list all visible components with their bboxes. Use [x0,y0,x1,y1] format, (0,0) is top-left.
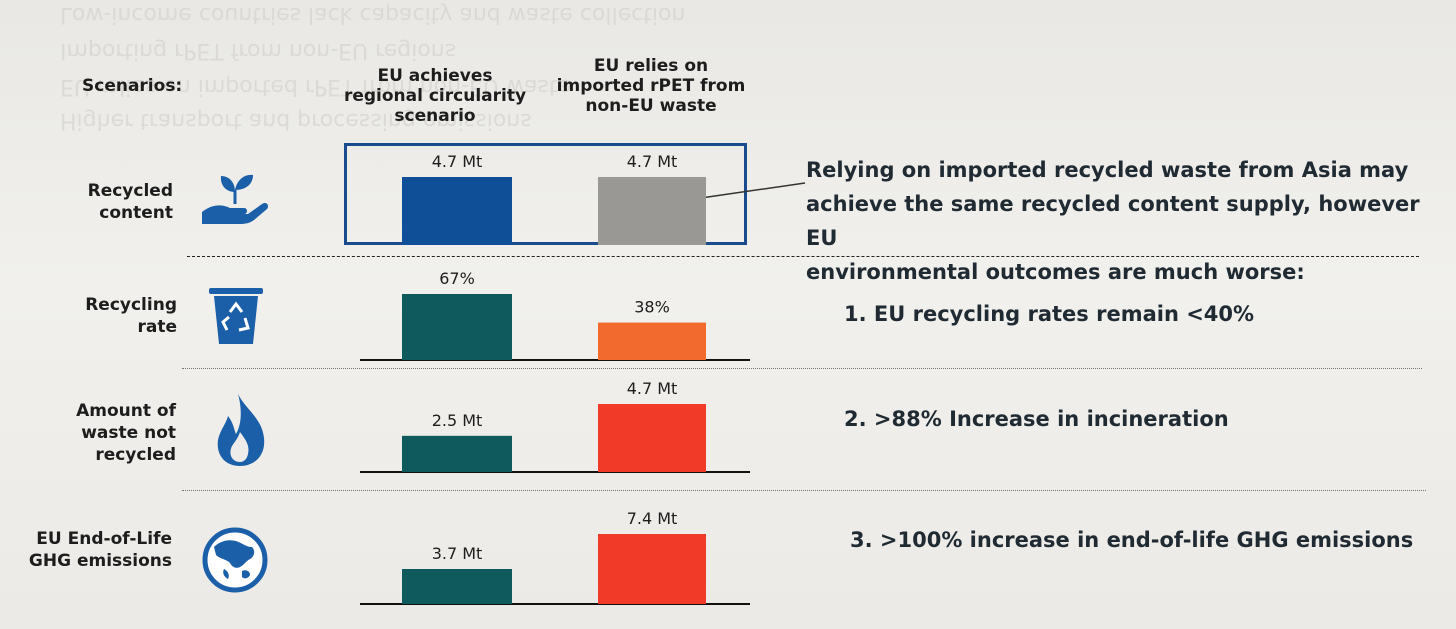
row-separator-dashed [187,256,1419,257]
row-label-ghg-emissions: EU End-of-Life GHG emissions [14,528,172,572]
row-label-line: Amount of [76,401,176,421]
row-label-recycling-rate: Recycling rate [60,294,177,338]
highlight-box [344,143,747,245]
col2-header: EU relies on imported rPET from non-EU w… [556,56,746,116]
annotation-text: Relying on imported recycled waste from … [806,153,1446,289]
row-label-line: rate [137,317,177,337]
row-label-recycled-content: Recycled content [60,180,173,224]
row-label-line: content [99,203,173,223]
row-separator [182,368,1422,369]
recycling-bin-icon [209,288,263,344]
col1-header-line: regional circularity [343,86,527,106]
outcome-3: 3. >100% increase in end-of-life GHG emi… [850,528,1414,552]
bar-eu-circularity [402,177,512,245]
bar-value-label: 38% [634,298,670,317]
row-label-line: EU End-of-Life [36,529,172,549]
bar-imported-rpet [598,322,706,360]
row-separator [182,490,1426,491]
row-label-line: GHG emissions [28,551,172,571]
col2-header-line: non-EU waste [585,96,717,116]
row-label-waste-not-recycled: Amount of waste not recycled [50,400,176,466]
annotation-line: Relying on imported recycled waste from … [806,158,1409,182]
flame-icon [217,394,265,466]
scenarios-label: Scenarios: [82,76,183,96]
col2-header-line: EU relies on [593,56,709,76]
bar-eu-circularity [402,294,512,360]
row-label-line: waste not [81,423,176,443]
row-label-line: Recycling [85,295,177,315]
bar-value-label: 4.7 Mt [627,379,678,398]
bar-eu-circularity [402,435,512,472]
col2-header-line: imported rPET from [556,76,746,96]
col1-header: EU achieves regional circularity scenari… [340,66,530,126]
annotation-line: achieve the same recycled content supply… [806,192,1420,250]
annotation-line: environmental outcomes are much worse: [806,260,1305,284]
col1-header-line: scenario [394,106,476,126]
hand-sprout-icon [202,174,269,224]
row-label-line: recycled [95,445,176,465]
bar-value-label: 7.4 Mt [627,509,678,528]
outcome-2: 2. >88% Increase in incineration [844,407,1229,431]
globe-icon [202,527,268,593]
bar-value-label: 4.7 Mt [627,152,678,171]
bar-value-label: 3.7 Mt [432,544,483,563]
col1-header-line: EU achieves [377,66,493,86]
bar-value-label: 4.7 Mt [432,152,483,171]
bar-imported-rpet [598,534,706,604]
bar-imported-rpet [598,177,706,245]
bar-value-label: 2.5 Mt [432,411,483,430]
bar-imported-rpet [598,404,706,472]
outcome-1: 1. EU recycling rates remain <40% [844,302,1255,326]
row-label-line: Recycled [87,181,173,201]
bar-eu-circularity [402,569,512,604]
bar-value-label: 67% [439,269,475,288]
